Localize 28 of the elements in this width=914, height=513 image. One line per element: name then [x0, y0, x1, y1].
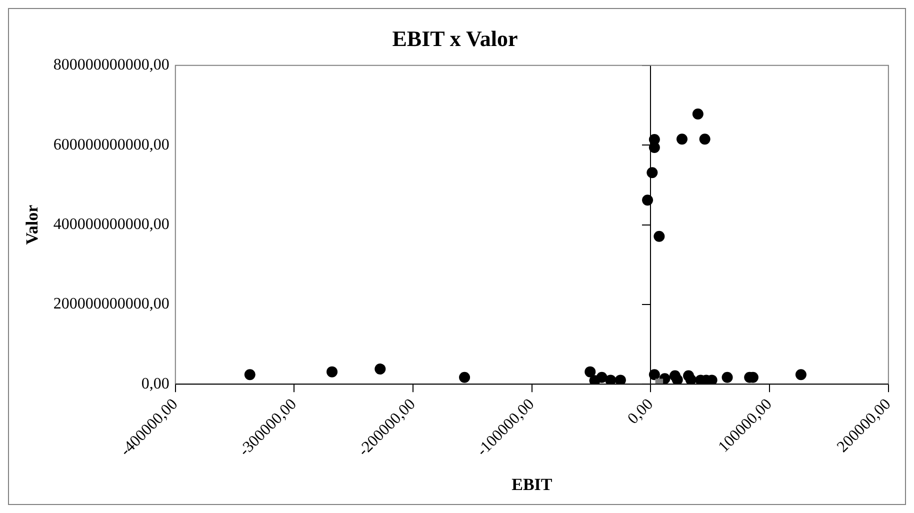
point	[676, 134, 688, 145]
point	[459, 372, 470, 383]
point	[646, 167, 658, 178]
y-axis-title: Valor	[22, 204, 42, 245]
point	[374, 364, 386, 375]
point	[596, 372, 608, 383]
point	[584, 366, 596, 378]
y-tick-label: 600000000000,00	[53, 136, 170, 154]
point	[605, 374, 616, 384]
point	[722, 372, 733, 383]
point	[795, 369, 806, 380]
point	[699, 134, 710, 145]
y-tick-label: 0,00	[141, 375, 170, 392]
y-tick-label: 800000000000,00	[53, 56, 170, 74]
x-tick-label: 0,00	[624, 396, 657, 428]
point	[648, 369, 660, 380]
point	[672, 374, 683, 384]
point	[642, 194, 654, 206]
point	[326, 366, 338, 378]
y-tick-label: 400000000000,00	[53, 216, 170, 233]
point	[654, 230, 665, 242]
chart-title: EBIT x Valor	[392, 26, 518, 51]
point	[685, 374, 696, 384]
point	[614, 374, 626, 384]
y-tick-label: 200000000000,00	[53, 296, 170, 313]
point	[244, 369, 256, 380]
point	[692, 108, 704, 120]
x-axis-title: EBIT	[512, 475, 553, 494]
